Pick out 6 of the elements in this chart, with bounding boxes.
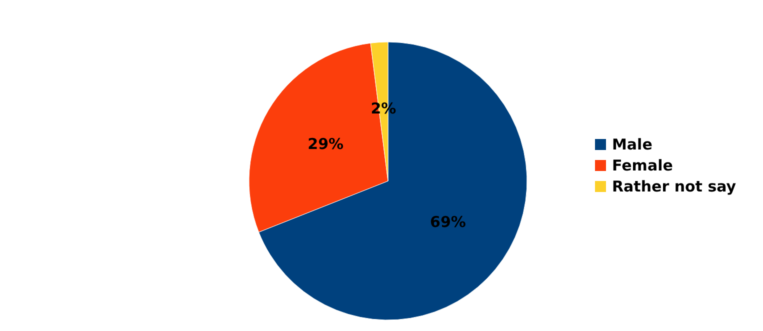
legend-label: Rather not say (612, 178, 736, 196)
data-label: 69% (430, 212, 466, 231)
legend-label: Female (612, 156, 673, 174)
data-label: 29% (308, 135, 344, 154)
data-label: 2% (370, 100, 396, 118)
legend-label: Male (612, 136, 652, 154)
